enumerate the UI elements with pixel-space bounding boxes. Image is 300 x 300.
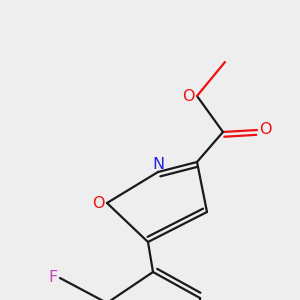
Text: N: N — [152, 157, 164, 172]
Text: F: F — [48, 271, 57, 286]
Text: O: O — [259, 122, 272, 137]
Text: O: O — [182, 88, 194, 104]
Text: O: O — [92, 196, 105, 211]
